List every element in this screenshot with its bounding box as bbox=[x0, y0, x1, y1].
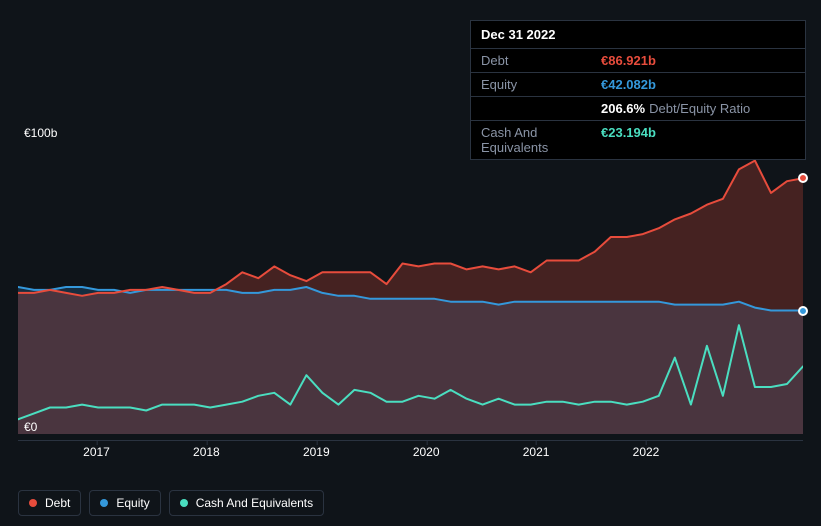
legend-item[interactable]: Equity bbox=[89, 490, 160, 516]
x-axis-tick: 2019 bbox=[303, 445, 330, 459]
legend-item[interactable]: Debt bbox=[18, 490, 81, 516]
chart-plot-area bbox=[18, 140, 803, 434]
x-axis-tick: 2020 bbox=[413, 445, 440, 459]
legend-dot-icon bbox=[180, 499, 188, 507]
x-axis-tick: 2022 bbox=[633, 445, 660, 459]
tooltip-row: Equity€42.082b bbox=[471, 73, 805, 97]
legend-item[interactable]: Cash And Equivalents bbox=[169, 490, 324, 516]
tooltip-row-label: Cash And Equivalents bbox=[481, 125, 601, 155]
tooltip-row: Cash And Equivalents€23.194b bbox=[471, 121, 805, 159]
x-axis: 2017 2018 2019 2020 2021 2022 bbox=[18, 440, 803, 460]
equity-marker-icon bbox=[798, 306, 808, 316]
legend-label: Debt bbox=[45, 496, 70, 510]
tooltip-date: Dec 31 2022 bbox=[471, 21, 805, 49]
tooltip-row-suffix: Debt/Equity Ratio bbox=[649, 101, 750, 116]
debt-area bbox=[18, 161, 803, 434]
legend-label: Cash And Equivalents bbox=[196, 496, 313, 510]
tooltip-panel: Dec 31 2022 Debt€86.921bEquity€42.082b20… bbox=[470, 20, 806, 160]
y-axis-label: €0 bbox=[24, 420, 37, 434]
chart-svg bbox=[18, 140, 803, 434]
tooltip-row-value: 206.6%Debt/Equity Ratio bbox=[601, 101, 750, 116]
x-axis-tick: 2018 bbox=[193, 445, 220, 459]
tooltip-row-value: €86.921b bbox=[601, 53, 656, 68]
tooltip-row: Debt€86.921b bbox=[471, 49, 805, 73]
tooltip-row-label: Equity bbox=[481, 77, 601, 92]
legend-dot-icon bbox=[100, 499, 108, 507]
tooltip-row: 206.6%Debt/Equity Ratio bbox=[471, 97, 805, 121]
tooltip-row-label: Debt bbox=[481, 53, 601, 68]
legend-dot-icon bbox=[29, 499, 37, 507]
y-axis-label: €100b bbox=[24, 126, 57, 140]
tooltip-row-value: €23.194b bbox=[601, 125, 656, 155]
x-axis-tick: 2021 bbox=[523, 445, 550, 459]
debt-marker-icon bbox=[798, 173, 808, 183]
tooltip-row-label bbox=[481, 101, 601, 116]
tooltip-row-value: €42.082b bbox=[601, 77, 656, 92]
legend: Debt Equity Cash And Equivalents bbox=[18, 490, 324, 516]
legend-label: Equity bbox=[116, 496, 149, 510]
x-axis-tick: 2017 bbox=[83, 445, 110, 459]
